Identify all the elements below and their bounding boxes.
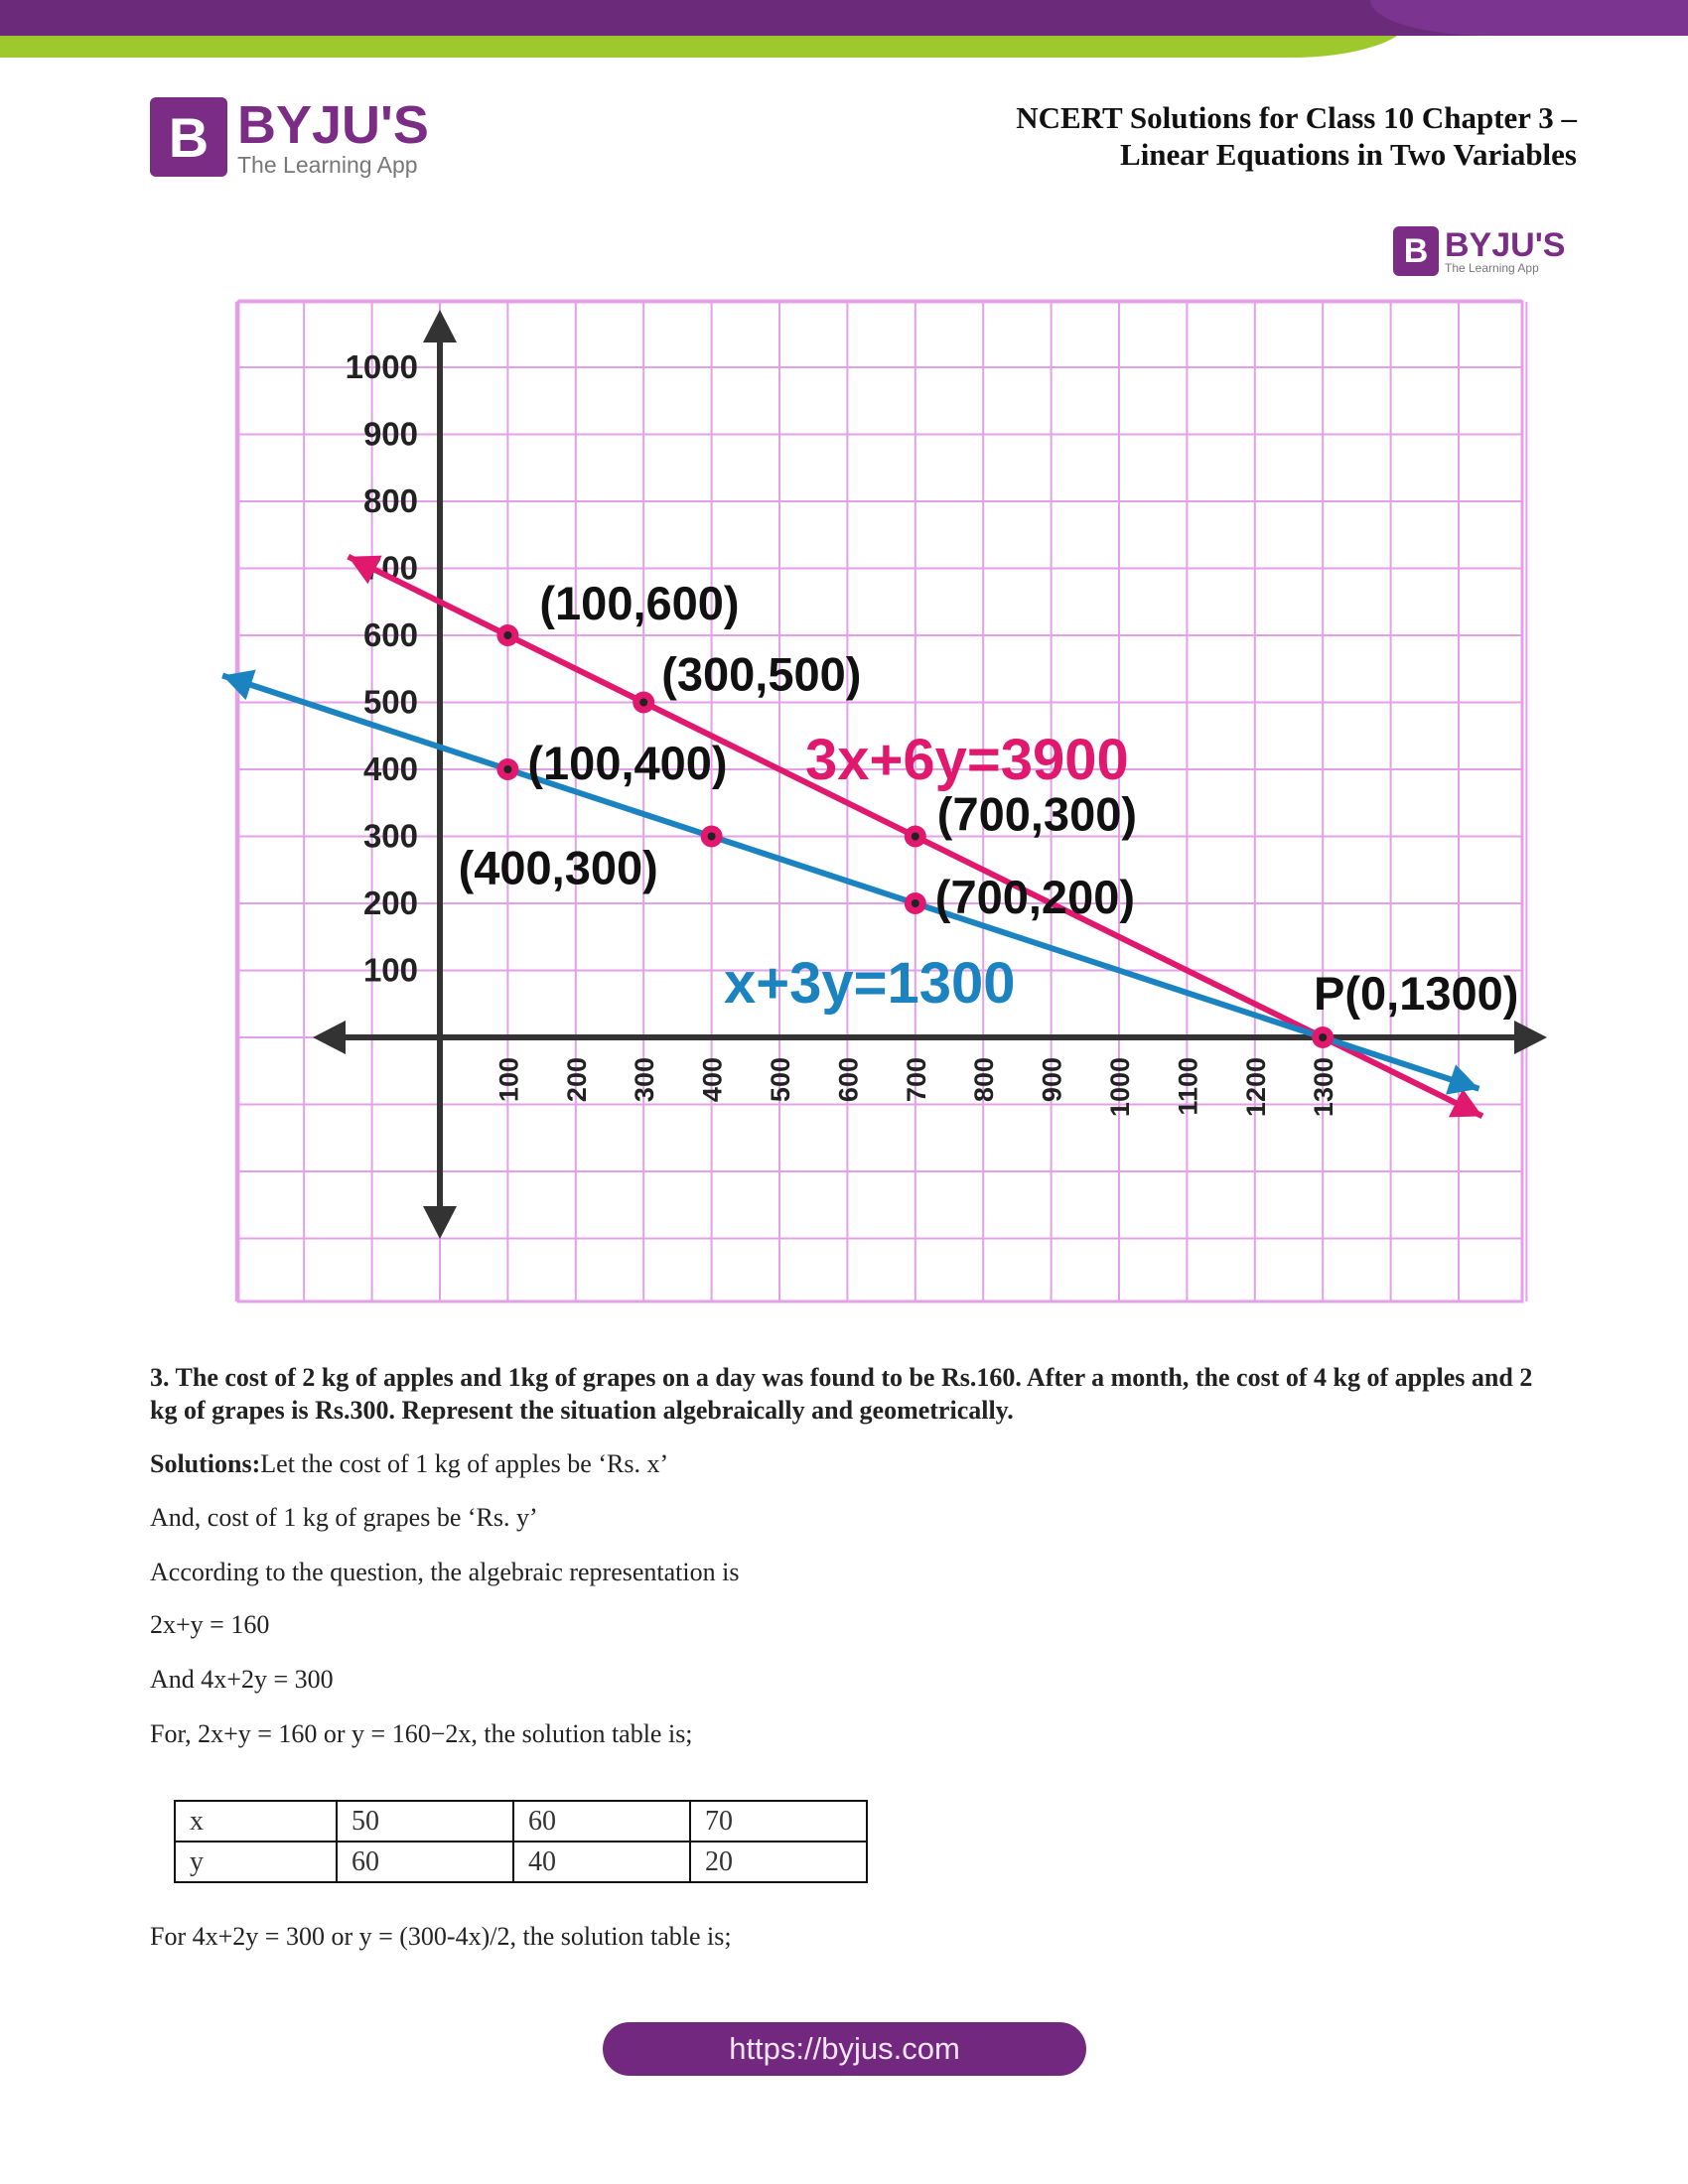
table-cell: y [174,1841,338,1883]
intersection-point-center [1319,1033,1328,1041]
x-tick-label: 1300 [1309,1057,1338,1117]
solution-table: x 50 60 70 y 60 40 20 [174,1800,868,1883]
data-point-center [503,631,512,639]
table-cell: 60 [512,1800,691,1843]
y-tick-label: 900 [363,416,418,453]
question-text: 3. The cost of 2 kg of apples and 1kg of… [150,1363,1533,1425]
page-title-line1: NCERT Solutions for Class 10 Chapter 3 – [1016,100,1577,135]
y-tick-label: 100 [363,952,418,989]
point-label: (400,300) [459,842,658,894]
solution-text: Let the cost of 1 kg of apples be ‘Rs. x… [260,1449,669,1478]
linear-equations-graph: 100 200 300 400 500 600 700 800 900 1000 100 200 300… [221,299,1547,1303]
x-tick-label: 600 [833,1057,863,1102]
table-row: y 60 40 20 [174,1841,868,1883]
point-label: (100,400) [527,737,727,789]
data-point-center [707,832,716,841]
x-tick-label: 900 [1038,1057,1067,1102]
x-tick-label: 400 [698,1057,728,1102]
y-tick-label: 400 [363,751,418,787]
point-label: (700,300) [937,788,1137,841]
y-axis-arrow-down [423,1206,457,1239]
point-label: (700,200) [935,871,1135,923]
watermark-logo-mark: B [1393,226,1439,276]
line-arrow-start [222,669,256,701]
solution-label: Solutions: [150,1449,261,1478]
data-point-center [911,832,919,841]
table-cell: 40 [512,1841,691,1883]
footer-url-link[interactable]: https://byjus.com [603,2022,1086,2076]
y-tick-label: 200 [363,885,418,921]
series-line [221,672,1480,1092]
intersection-label: P(0,1300) [1314,967,1518,1020]
x-axis-arrow-right [1514,1021,1547,1054]
y-tick-label: 800 [363,482,418,519]
header-band-purple-curve [1370,0,1688,36]
x-tick-label: 700 [902,1057,931,1102]
table-cell: 70 [689,1800,868,1843]
y-tick-label: 1000 [346,348,418,385]
table-row: x 50 60 70 [174,1800,868,1843]
line-arrow-end [1448,1088,1482,1118]
equation-label: 3x+6y=3900 [805,728,1129,792]
byjus-logo: B BYJU'S The Learning App [150,97,429,177]
x-tick-label: 500 [766,1057,795,1102]
byjus-logo-word: BYJU'S [237,94,429,155]
y-tick-label: 600 [363,616,418,653]
watermark-logo-tagline: The Learning App [1445,261,1539,275]
solution-line-7: For 4x+2y = 300 or y = (300-4x)/2, the s… [150,1922,732,1951]
solution-intro: Solutions:Let the cost of 1 kg of apples… [150,1449,668,1479]
equation-label: x+3y=1300 [724,951,1016,1016]
line-arrow-start [348,555,382,585]
equation-1: 2x+y = 160 [150,1610,270,1639]
point-label: (300,500) [661,648,861,701]
x-tick-label: 200 [562,1057,592,1102]
x-tick-label: 800 [969,1057,999,1102]
table-cell: 60 [336,1841,514,1883]
table-cell: x [174,1800,338,1843]
y-tick-label: 500 [363,684,418,721]
watermark-logo-word: BYJU'S [1445,226,1566,264]
equation-2: And 4x+2y = 300 [150,1665,334,1694]
x-tick-label: 300 [630,1057,659,1102]
byjus-logo-mark: B [150,97,227,177]
line-arrow-end [1446,1064,1479,1095]
data-point-center [639,698,648,707]
table-cell: 50 [336,1800,514,1843]
solution-line-2: And, cost of 1 kg of grapes be ‘Rs. y’ [150,1503,538,1532]
table-cell: 20 [689,1841,868,1883]
data-point-center [911,899,919,907]
grid-border [236,300,1524,1303]
graph-watermark-logo: B BYJU'S The Learning App [1393,226,1565,276]
point-label: (100,600) [539,577,739,629]
solution-line-3: According to the question, the algebraic… [150,1558,740,1586]
y-tick-label: 300 [363,818,418,855]
solution-line-6: For, 2x+y = 160 or y = 160−2x, the solut… [150,1719,693,1748]
x-tick-label: 100 [493,1057,523,1102]
data-point-center [503,765,512,773]
x-tick-label: 1000 [1105,1057,1135,1117]
byjus-logo-tagline: The Learning App [237,151,418,178]
x-tick-label: 1100 [1173,1057,1202,1116]
page-title: NCERT Solutions for Class 10 Chapter 3 –… [1016,99,1577,173]
y-axis-arrow-up [423,310,457,342]
x-tick-label: 1200 [1241,1057,1271,1117]
page-title-line2: Linear Equations in Two Variables [1120,137,1577,172]
x-axis-arrow-left [313,1021,346,1054]
